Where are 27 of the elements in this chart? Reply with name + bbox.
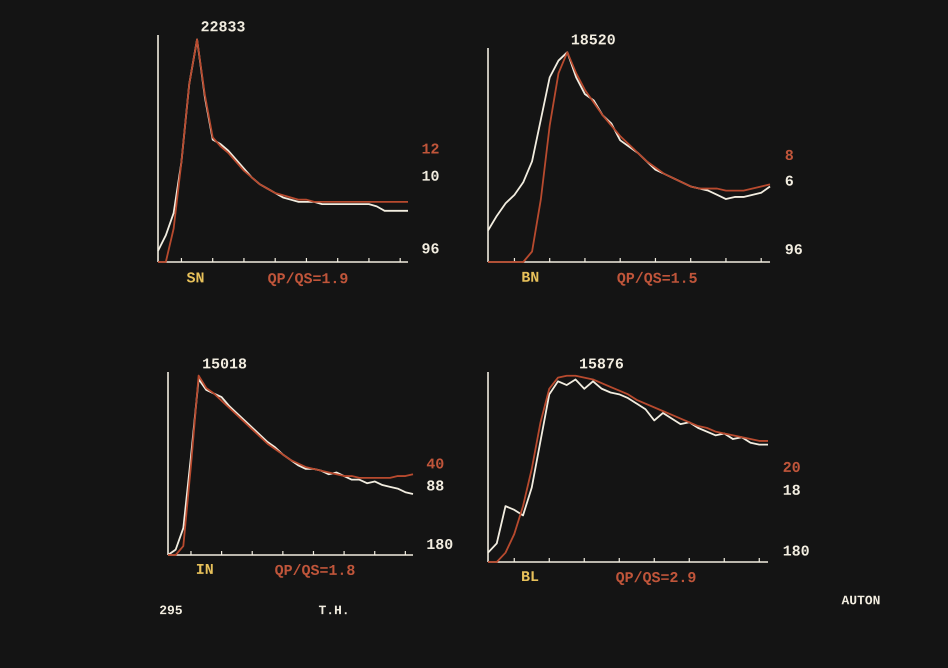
x-axis-title: IN xyxy=(196,564,213,574)
text: QP/QS=1.8 xyxy=(275,564,355,578)
text: T.H. xyxy=(318,606,347,614)
text: 88 xyxy=(427,480,444,491)
text: 12 xyxy=(422,143,439,154)
text: 20 xyxy=(784,462,800,472)
text: 96 xyxy=(422,243,439,254)
text: QP/QS=1.5 xyxy=(617,272,697,286)
text: 40 xyxy=(426,458,444,469)
chart-title: 15876 xyxy=(580,358,624,368)
text: AUTON xyxy=(842,596,880,604)
text: 18 xyxy=(784,484,800,495)
x-axis-title: BL xyxy=(522,571,538,582)
text: 295 xyxy=(160,605,182,614)
chart-title: 18520 xyxy=(572,34,615,44)
text: QP/QS=2.9 xyxy=(616,571,696,585)
text: 8 xyxy=(786,150,793,160)
chart-title: 22833 xyxy=(201,21,245,32)
x-axis-title: BN xyxy=(522,272,538,282)
text: 96 xyxy=(786,244,802,254)
text: QP/QS=1.9 xyxy=(268,272,348,286)
text: 180 xyxy=(427,538,452,550)
x-axis-title: SN xyxy=(186,272,204,282)
text: 10 xyxy=(422,170,439,181)
chart-title: 15018 xyxy=(203,358,246,368)
text: 6 xyxy=(786,176,793,186)
text: 180 xyxy=(784,546,809,556)
